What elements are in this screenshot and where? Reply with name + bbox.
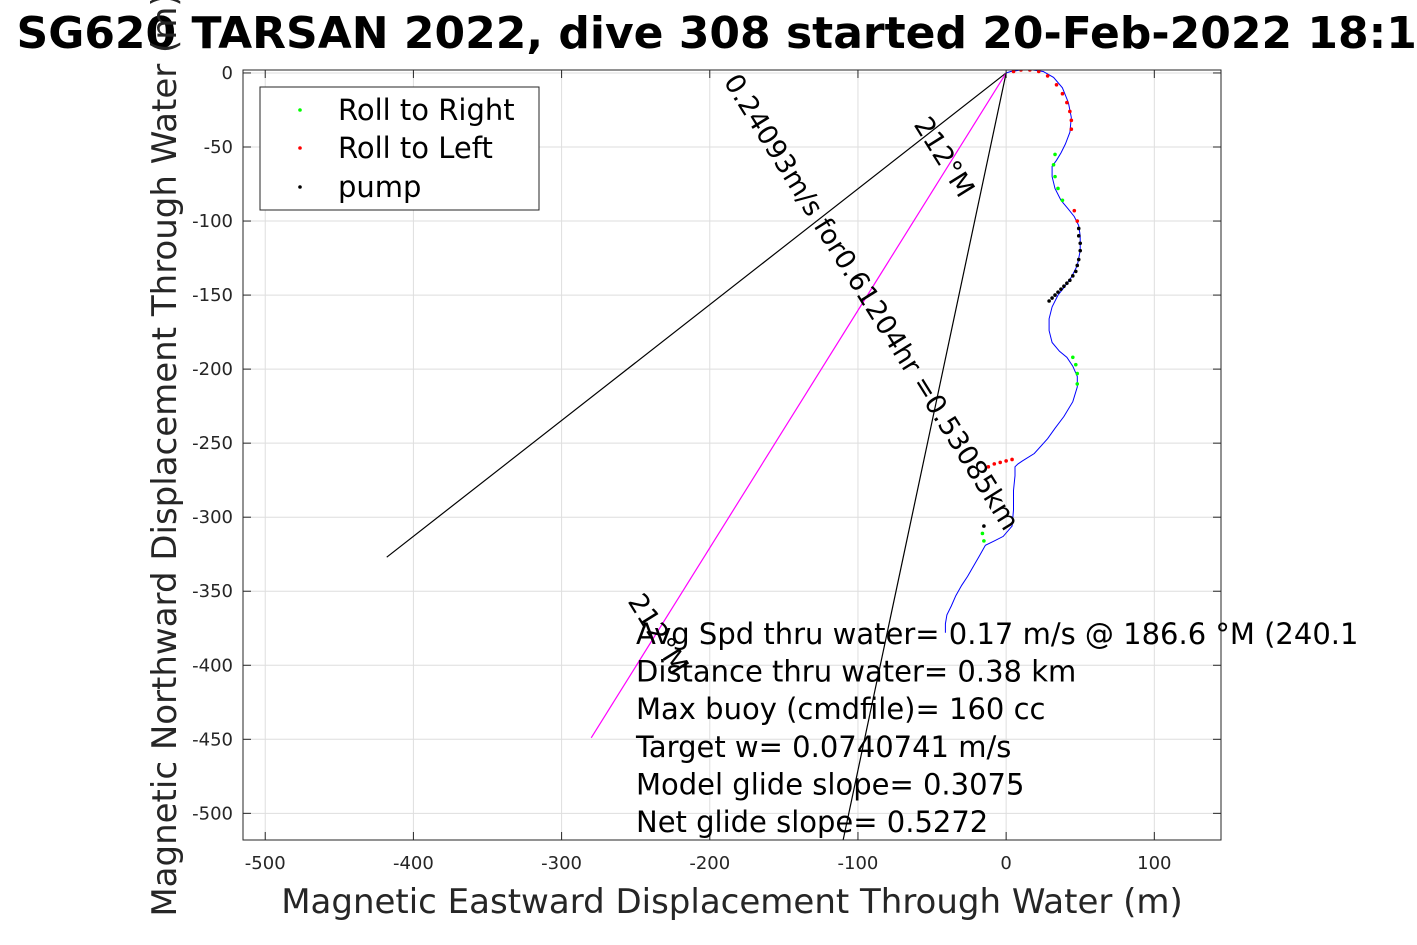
marker-roll-right [1053, 174, 1057, 179]
legend-label-roll-left: Roll to Left [338, 131, 493, 165]
y-tick-label: -450 [192, 729, 233, 750]
marker-roll-right [982, 539, 986, 543]
legend-marker-pump [298, 185, 302, 189]
marker-pump [1056, 290, 1060, 294]
marker-roll-left [986, 465, 991, 469]
marker-roll-right [1075, 371, 1080, 376]
marker-pump [1053, 293, 1057, 297]
marker-roll-left [1011, 70, 1016, 74]
annotation-line: Distance thru water= 0.38 km [636, 655, 1076, 689]
y-tick-label: -350 [192, 581, 233, 602]
marker-pump [1050, 296, 1054, 300]
line-heading-212 [590, 72, 1007, 739]
marker-roll-right [1060, 198, 1065, 203]
marker-roll-right [1053, 152, 1057, 157]
marker-roll-left [1045, 74, 1050, 78]
annotation-line: Target w= 0.0740741 m/s [635, 730, 1011, 764]
marker-roll-right [1071, 355, 1075, 360]
marker-roll-left [1054, 83, 1059, 87]
legend-label-roll-right: Roll to Right [338, 93, 515, 127]
marker-roll-right [1075, 382, 1080, 386]
line-wedge-left [386, 72, 1007, 558]
marker-pump [1059, 287, 1063, 291]
x-tick-label: -500 [245, 853, 286, 874]
marker-roll-left [998, 460, 1003, 465]
marker-roll-left [1010, 457, 1014, 462]
y-axis-label: Magnetic Northward Displacement Through … [145, 0, 185, 917]
x-tick-label: 0 [1000, 853, 1011, 874]
marker-roll-left [1072, 208, 1077, 213]
marker-pump [1068, 278, 1072, 283]
x-tick-label: -300 [541, 853, 582, 874]
y-tick-label: -400 [192, 655, 233, 676]
marker-pump [1047, 299, 1051, 303]
marker-pump [1078, 241, 1083, 246]
marker-roll-left [1004, 459, 1008, 463]
x-tick-label: 100 [1137, 853, 1171, 874]
y-tick-label: -50 [204, 137, 233, 158]
x-tick-label: -400 [393, 853, 434, 874]
marker-roll-left [1069, 127, 1074, 132]
marker-roll-left [1060, 91, 1065, 96]
legend-label-pump: pump [338, 170, 421, 204]
marker-roll-right [1056, 186, 1060, 191]
y-tick-label: -100 [192, 211, 233, 232]
dive-track [944, 70, 1081, 633]
legend-marker-roll-left [298, 146, 302, 150]
y-tick-label: -150 [192, 285, 233, 306]
legend: Roll to Right Roll to Left pump [259, 86, 540, 211]
marker-pump [1065, 281, 1069, 286]
marker-pump [1076, 234, 1081, 238]
marker-pump [1076, 226, 1081, 231]
markers [980, 70, 1083, 543]
annotations: Avg Spd thru water= 0.17 m/s @ 186.6 °M … [635, 617, 1358, 839]
y-tick-label: -200 [192, 359, 233, 380]
chart-title: SG620 TARSAN 2022, dive 308 started 20-F… [17, 8, 1417, 59]
track-line [944, 70, 1081, 633]
marker-pump [1071, 274, 1075, 278]
annotation-line: Net glide slope= 0.5272 [636, 805, 988, 839]
marker-roll-left [1036, 70, 1041, 74]
marker-pump [1078, 248, 1083, 253]
y-tick-label: -500 [192, 803, 233, 824]
marker-roll-right [1073, 362, 1078, 367]
marker-roll-left [992, 462, 997, 466]
y-tick-label: -250 [192, 433, 233, 454]
reference-lines [386, 72, 1007, 840]
marker-roll-left [1075, 219, 1080, 223]
marker-roll-right [1051, 162, 1056, 167]
ticks: -500 -400 -300 -200 -100 0 100 0 -50 -100 -150 -200… [192, 63, 1221, 874]
marker-pump [1076, 257, 1081, 262]
legend-marker-roll-right [298, 108, 302, 112]
x-tick-label: -200 [689, 853, 730, 874]
legend-box [259, 86, 540, 211]
marker-roll-left [1069, 118, 1074, 123]
x-axis-label: Magnetic Eastward Displacement Through W… [281, 882, 1183, 922]
y-tick-label: 0 [222, 63, 233, 84]
marker-roll-left [1065, 100, 1069, 105]
y-tick-label: -300 [192, 507, 233, 528]
x-tick-label: -100 [838, 853, 879, 874]
marker-pump [1073, 269, 1078, 274]
marker-roll-left [1068, 109, 1072, 114]
annotation-line: Model glide slope= 0.3075 [636, 767, 1024, 801]
annotation-line: Avg Spd thru water= 0.17 m/s @ 186.6 °M … [636, 617, 1358, 651]
marker-pump [1075, 263, 1080, 268]
plot-frame [242, 69, 1222, 841]
marker-pump [982, 524, 986, 528]
marker-pump [1062, 284, 1066, 288]
line-wedge-right [842, 72, 1007, 840]
annotation-line: Max buoy (cmdfile)= 160 cc [636, 692, 1045, 726]
marker-roll-right [980, 531, 985, 536]
